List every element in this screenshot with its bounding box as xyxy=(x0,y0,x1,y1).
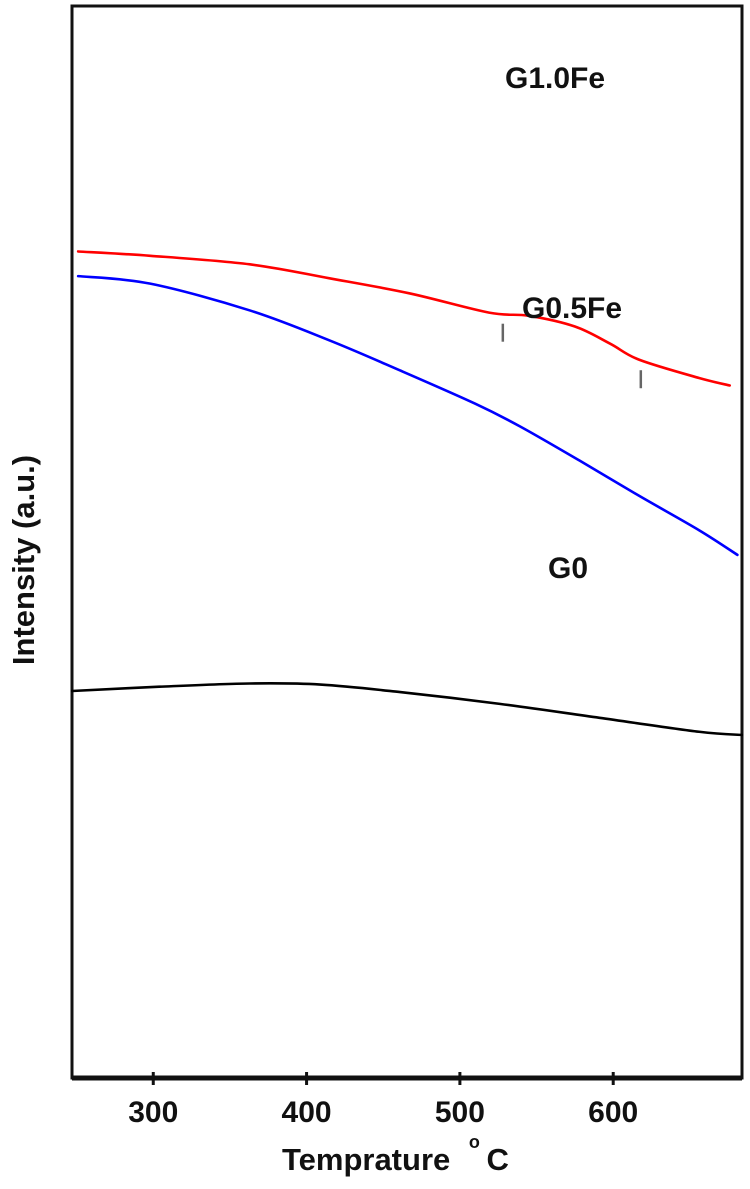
degree-symbol: o xyxy=(469,1132,480,1152)
plot-area xyxy=(70,4,744,1081)
series-curves xyxy=(70,250,744,737)
x-axis-tick-labels: 300 400 500 600 xyxy=(128,1096,638,1129)
x-tick-label: 300 xyxy=(128,1096,178,1129)
x-axis-unit: C xyxy=(487,1142,509,1177)
x-tick-label: 600 xyxy=(588,1096,638,1129)
curve-g0 xyxy=(70,682,744,737)
series-label-g1-0fe: G1.0Fe xyxy=(505,62,605,95)
y-axis-label: Intensity (a.u.) xyxy=(6,455,41,665)
x-axis-label-text: Temprature xyxy=(282,1142,450,1177)
x-axis-ticks xyxy=(151,1072,615,1085)
x-axis-label: Temprature o C xyxy=(282,1120,509,1177)
series-label-g0: G0 xyxy=(548,552,588,585)
x-tick-label: 500 xyxy=(435,1096,485,1129)
plot-frame xyxy=(70,4,744,1080)
curve-g1-0fe xyxy=(76,250,732,387)
annotation-markers xyxy=(501,323,643,389)
curve-g0-5fe xyxy=(76,274,739,557)
series-label-g0-5fe: G0.5Fe xyxy=(522,292,622,325)
series-labels: G1.0Fe G0.5Fe G0 xyxy=(505,62,622,585)
x-tick-label: 400 xyxy=(282,1096,332,1129)
